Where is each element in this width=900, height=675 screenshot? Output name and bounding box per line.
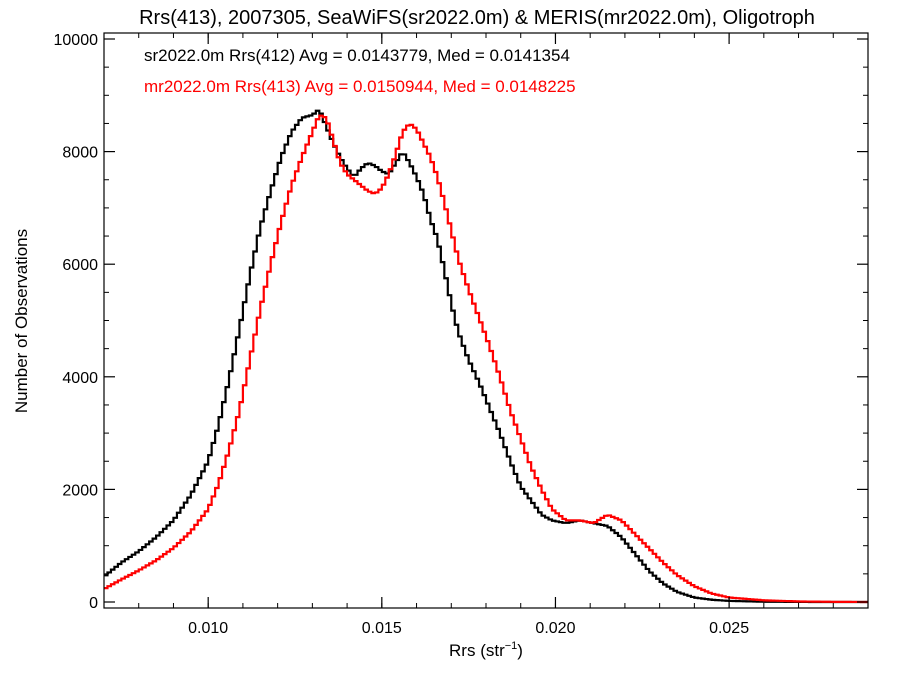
x-tick-label: 0.015 — [362, 620, 402, 637]
x-tick-label: 0.025 — [709, 620, 749, 637]
x-axis-label-close: ) — [517, 641, 523, 660]
x-tick-label: 0.020 — [535, 620, 575, 637]
plot-frame — [103, 32, 869, 609]
x-axis-label-main: Rrs (str — [449, 641, 505, 660]
x-axis-label: Rrs (str−1) — [449, 640, 523, 660]
y-tick-label: 8000 — [62, 145, 98, 162]
histogram-series-1 — [104, 114, 868, 604]
y-tick-label: 2000 — [62, 482, 98, 499]
y-axis-label: Number of Observations — [12, 229, 31, 413]
histogram-series-0 — [104, 109, 868, 604]
axis-layer: 0.010 0.015 0.020 0.025 0 2000 4000 6000 8000 100… — [54, 32, 869, 637]
x-axis-label-superscript: −1 — [505, 640, 518, 652]
y-tick-label: 4000 — [62, 370, 98, 387]
legend-entry-sr2022: sr2022.0m Rrs(412) Avg = 0.0143779, Med … — [144, 46, 570, 65]
legend-entry-mr2022: mr2022.0m Rrs(413) Avg = 0.0150944, Med … — [144, 77, 576, 96]
y-tick-label: 0 — [89, 595, 98, 612]
x-tick-label: 0.010 — [188, 620, 228, 637]
y-tick-label: 10000 — [54, 32, 99, 49]
y-tick-label: 6000 — [62, 257, 98, 274]
chart-title: Rrs(413), 2007305, SeaWiFS(sr2022.0m) & … — [139, 7, 815, 29]
series-layer — [104, 109, 868, 604]
